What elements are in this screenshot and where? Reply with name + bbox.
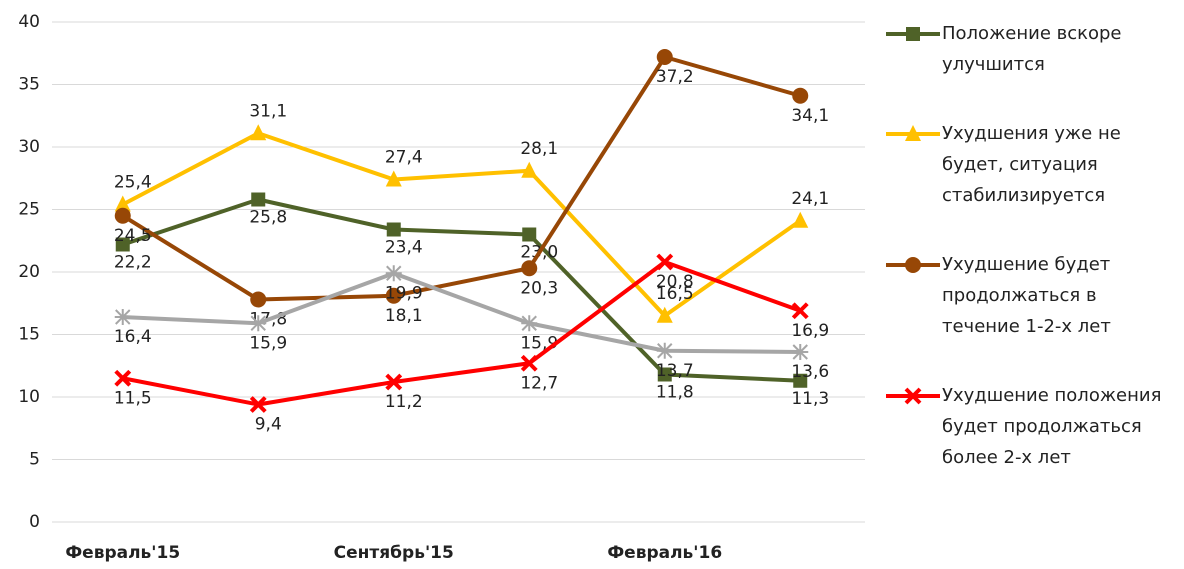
marker (114, 309, 131, 325)
marker (904, 387, 922, 405)
legend-entry: Ухудшение положения будет продолжаться б… (884, 380, 1174, 473)
legend-swatch (886, 257, 940, 273)
legend-swatch (886, 387, 940, 405)
marker (793, 373, 808, 388)
marker (386, 222, 401, 237)
series-line (121, 55, 801, 302)
data-label: 25,4 (114, 173, 152, 193)
y-tick-label: 25 (18, 200, 40, 220)
marker (385, 287, 402, 304)
data-label: 37,2 (656, 67, 694, 87)
marker (251, 192, 266, 207)
marker (114, 207, 131, 224)
data-label: 34,1 (791, 106, 829, 126)
data-label: 31,1 (249, 101, 287, 121)
data-label: 9,4 (255, 415, 282, 435)
y-tick-label: 35 (18, 75, 40, 95)
marker (385, 170, 402, 187)
marker (791, 302, 809, 320)
marker (520, 354, 538, 372)
y-tick-label: 0 (29, 512, 40, 532)
data-label: 28,1 (520, 139, 558, 159)
data-label: 16,4 (114, 327, 152, 347)
data-label: 11,8 (656, 383, 694, 403)
legend: Положение вскоре улучшится Ухудшения уже … (884, 18, 1174, 473)
x-tick-label: Февраль'16 (607, 543, 722, 563)
data-label: 25,8 (249, 208, 287, 228)
marker (114, 195, 131, 212)
legend-label: Ухудшения уже не будет, ситуация стабили… (942, 123, 1121, 206)
data-label: 18,1 (385, 306, 423, 326)
marker (905, 257, 921, 273)
data-label: 11,2 (385, 392, 423, 412)
legend-swatch (886, 27, 940, 41)
y-tick-label: 15 (18, 325, 40, 345)
plot: 0 5 10 15 20 25 30 35 40 Февраль'15 Сентябрь'15 Фев… (18, 12, 865, 563)
data-label: 12,7 (520, 373, 558, 393)
data-label: 27,4 (385, 148, 423, 168)
marker (792, 211, 809, 228)
marker (656, 342, 673, 359)
data-label: 13,6 (791, 362, 829, 382)
marker (521, 315, 538, 332)
marker (656, 49, 673, 65)
marker (250, 124, 267, 141)
data-label: 16,9 (791, 321, 829, 341)
marker (250, 315, 267, 332)
series-line (121, 131, 802, 318)
legend-label: Ухудшение будет продолжаться в течение 1… (942, 254, 1111, 337)
data-label: 19,9 (385, 283, 423, 303)
data-label: 22,2 (114, 253, 152, 273)
marker (521, 161, 538, 178)
data-label: 15,9 (520, 333, 558, 353)
y-tick-label: 30 (18, 137, 40, 157)
data-label: 11,5 (114, 388, 152, 408)
y-tick-label: 5 (29, 450, 40, 470)
series-line (122, 260, 801, 407)
marker (656, 253, 674, 271)
marker (906, 27, 920, 41)
data-label: 16,5 (656, 284, 694, 304)
legend-entry: Положение вскоре улучшится (884, 18, 1174, 80)
x-tick-label: Февраль'15 (65, 543, 180, 563)
marker (250, 291, 267, 308)
marker (249, 396, 267, 413)
legend-entry: Ухудшение будет продолжаться в течение 1… (884, 249, 1174, 342)
y-tick-label: 10 (18, 387, 40, 407)
legend-label: Ухудшение положения будет продолжаться б… (942, 385, 1162, 468)
marker (115, 237, 130, 252)
series-line (122, 197, 801, 383)
x-tick-label: Сентябрь'15 (334, 543, 454, 563)
marker (521, 260, 538, 277)
marker (522, 227, 537, 242)
marker (656, 306, 673, 323)
marker (385, 265, 402, 282)
legend-entry: Ухудшения уже не будет, ситуация стабили… (884, 118, 1174, 211)
data-label: 20,3 (520, 278, 558, 298)
data-label: 20,8 (656, 272, 694, 292)
marker (657, 367, 672, 382)
series-line (122, 271, 801, 354)
data-label: 24,1 (791, 189, 829, 209)
legend-label: Положение вскоре улучшится (942, 23, 1122, 75)
marker (114, 369, 132, 387)
y-tick-label: 20 (18, 262, 40, 282)
marker (792, 87, 809, 104)
marker (385, 373, 403, 391)
data-label: 13,7 (656, 361, 694, 381)
legend-swatch (886, 125, 940, 141)
data-label: 24,5 (114, 226, 152, 246)
y-tick-label: 40 (18, 12, 40, 32)
data-label: 15,9 (249, 333, 287, 353)
data-label: 11,3 (791, 389, 829, 409)
marker (905, 125, 921, 141)
data-label: 23,4 (385, 238, 423, 258)
marker (792, 344, 809, 360)
